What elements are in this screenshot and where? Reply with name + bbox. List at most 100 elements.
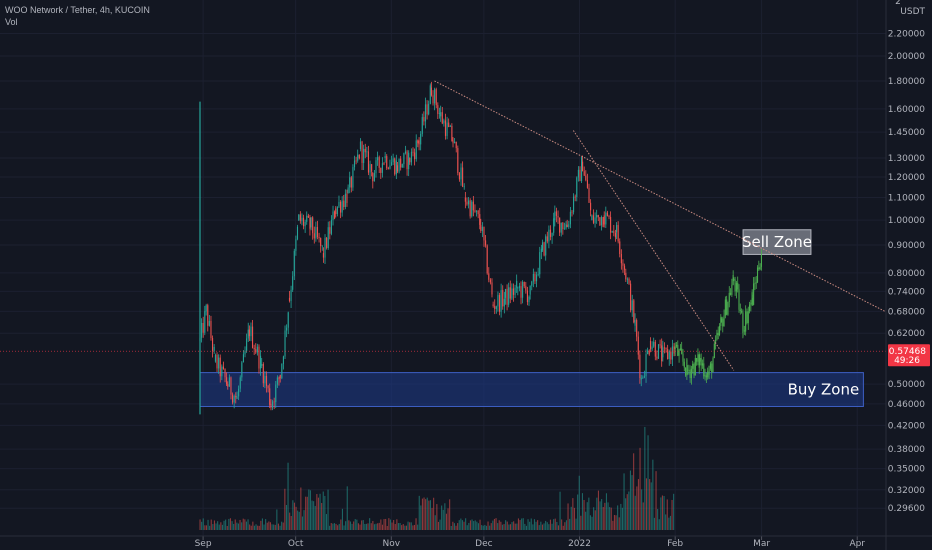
volume-bar <box>306 496 308 530</box>
volume-bar <box>249 524 251 530</box>
price-axis-label: 0.50000 <box>888 380 925 390</box>
volume-bar <box>383 519 385 530</box>
candle-body <box>468 200 470 205</box>
candle-body <box>760 255 762 267</box>
volume-bar <box>551 523 553 530</box>
price-axis-unit: USDT <box>900 7 925 17</box>
volume-bar <box>253 525 255 530</box>
volume-bar <box>543 523 545 530</box>
volume-bar <box>397 523 399 530</box>
volume-bar <box>394 524 396 530</box>
current-price-badge <box>888 344 930 367</box>
candle-body <box>696 358 698 362</box>
volume-bar <box>373 524 375 530</box>
volume-bar <box>637 479 639 530</box>
candle-body <box>526 290 528 303</box>
candle-body <box>686 369 689 371</box>
volume-bar <box>329 525 331 530</box>
volume-bar <box>527 519 529 530</box>
candle-body <box>232 394 234 403</box>
volume-bar <box>295 506 297 530</box>
candle-body <box>301 217 303 222</box>
candle-body <box>452 140 454 144</box>
volume-bar <box>423 497 425 530</box>
candle-body <box>588 187 590 203</box>
volume-bar <box>257 525 259 530</box>
candle-body <box>569 211 571 225</box>
candle-body <box>555 211 557 216</box>
candle-body <box>508 287 510 305</box>
volume-bar <box>410 522 412 530</box>
candle-body <box>488 273 490 280</box>
candle-body <box>302 217 305 227</box>
time-axis[interactable]: Sep Oct Nov Dec 2022 Feb Mar Apr <box>0 535 932 549</box>
volume-bar <box>661 495 663 530</box>
price-axis-label: 1.30000 <box>888 154 925 164</box>
candle-body <box>705 375 707 378</box>
candle-body <box>738 289 740 310</box>
volume-bar <box>561 519 563 530</box>
candle-body <box>673 346 675 354</box>
candle-body <box>531 281 533 286</box>
volume-bar <box>437 521 439 530</box>
volume-bar <box>210 519 212 530</box>
candle-body <box>377 157 379 161</box>
volume-bar <box>300 487 302 530</box>
candle-body <box>718 325 721 335</box>
volume-bar <box>276 509 278 530</box>
candle-body <box>296 226 299 240</box>
candle-body <box>653 341 655 347</box>
volume-bar <box>493 518 495 530</box>
volume-bar <box>644 426 646 530</box>
volume-bar <box>413 524 415 530</box>
candle-body <box>654 341 656 357</box>
candle-body <box>310 217 312 228</box>
volume-bar <box>362 520 364 530</box>
volume-bar <box>554 518 556 530</box>
candle-body <box>520 286 522 298</box>
candle-body <box>546 236 548 242</box>
time-axis-label: Feb <box>667 539 683 549</box>
candle-body <box>421 117 423 134</box>
price-axis-label: 1.80000 <box>888 77 925 87</box>
candle-body <box>344 193 346 207</box>
volume-bar <box>442 509 444 530</box>
candle-body <box>667 349 669 359</box>
candle-body <box>353 160 356 168</box>
candle-body <box>392 158 394 163</box>
candle-body <box>228 377 230 387</box>
candle-body <box>420 133 422 145</box>
candle-body <box>540 248 542 253</box>
volume-bar <box>469 520 471 530</box>
price-axis[interactable]: 2.20000 2.00000 1.80000 1.60000 1.45000 1.300… <box>885 0 930 550</box>
candle-body <box>451 125 453 141</box>
volume-bar <box>457 523 459 530</box>
volume-bar <box>292 500 294 530</box>
volume-bar <box>228 518 230 530</box>
candle-body <box>390 162 393 166</box>
candle-body <box>633 300 635 323</box>
volume-bar <box>236 522 238 530</box>
candle-body <box>565 223 567 229</box>
volume-bar <box>337 525 339 530</box>
candle-body <box>364 148 366 153</box>
candle-body <box>541 242 544 251</box>
trendline-layer: Buy Zone Sell Zone <box>0 80 886 399</box>
volume-bar <box>585 511 587 530</box>
candle-body <box>359 141 362 150</box>
volume-bar <box>569 518 571 530</box>
price-axis-label: 2.00000 <box>888 52 925 62</box>
candle-body <box>665 347 667 350</box>
volume-bar <box>434 515 436 530</box>
candle-body <box>252 326 254 348</box>
candle-body <box>434 89 436 104</box>
candle-body <box>759 266 761 270</box>
candle-body <box>686 359 688 376</box>
time-axis-label: Apr <box>849 539 865 549</box>
volume-bar <box>577 494 579 530</box>
candle-body <box>557 215 559 218</box>
volume-bar <box>596 497 598 530</box>
volume-bar <box>594 510 596 530</box>
candle-body <box>332 211 334 221</box>
